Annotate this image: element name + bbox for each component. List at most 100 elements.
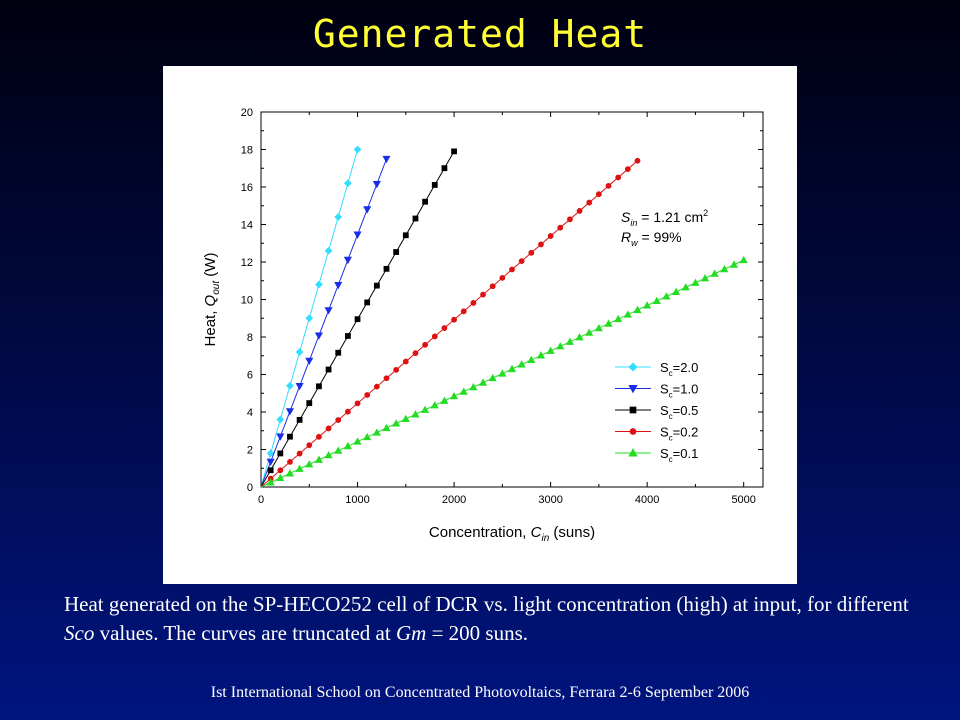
y-tick-label: 20 xyxy=(241,107,253,119)
series-point xyxy=(460,308,467,315)
text-span: Concentration, xyxy=(429,524,531,541)
series-point xyxy=(267,467,274,474)
series-point xyxy=(518,258,525,265)
series-point xyxy=(720,264,729,273)
series-point xyxy=(354,316,361,323)
x-tick-label: 1000 xyxy=(345,494,369,506)
series-point xyxy=(615,174,622,181)
legend-entry-3: Sc=0.2 xyxy=(660,425,698,443)
series-point xyxy=(305,357,314,366)
series-point xyxy=(605,182,612,189)
series-point xyxy=(431,182,438,188)
y-tick-label: 8 xyxy=(247,332,253,344)
series-point xyxy=(565,337,574,345)
series-point xyxy=(546,346,555,354)
series-point xyxy=(305,314,314,323)
text-span: = 1.21 cm xyxy=(637,209,703,225)
series-point xyxy=(594,323,603,332)
caption-part: Gm xyxy=(395,621,427,645)
series-point xyxy=(528,249,535,256)
series-point xyxy=(314,332,323,340)
series-point xyxy=(382,155,391,164)
x-tick-label: 4000 xyxy=(635,494,659,506)
series-point xyxy=(392,419,401,427)
y-tick-label: 0 xyxy=(247,482,253,494)
series-point xyxy=(451,316,457,323)
series-point xyxy=(412,215,419,222)
text-span: S xyxy=(660,425,669,440)
text-span: S xyxy=(660,403,669,418)
series-point xyxy=(316,433,322,440)
series-point xyxy=(441,165,448,172)
series-point xyxy=(575,333,584,341)
series-point xyxy=(729,260,739,268)
series-point xyxy=(287,459,293,465)
series-point xyxy=(325,425,332,432)
series-point xyxy=(344,333,351,339)
series-point xyxy=(634,157,641,164)
series-point xyxy=(701,274,710,282)
series-point xyxy=(295,464,304,472)
series-point xyxy=(643,301,652,309)
text-span: = 99% xyxy=(638,229,682,245)
series-point xyxy=(363,432,372,441)
caption-part: Heat generated on the SP-HECO252 cell of… xyxy=(64,592,909,616)
caption-part: = 200 suns. xyxy=(426,621,529,645)
text-span: in xyxy=(541,533,549,544)
series-point xyxy=(334,282,343,290)
series-point xyxy=(431,333,438,340)
text-span: c xyxy=(669,434,673,443)
x-tick-label: 0 xyxy=(258,494,264,506)
series-point xyxy=(343,256,352,265)
series-point xyxy=(373,383,380,390)
series-point xyxy=(527,355,536,364)
series-point xyxy=(488,373,497,382)
series-point xyxy=(363,206,372,214)
series-point xyxy=(459,387,468,395)
series-point xyxy=(469,382,478,391)
legend-entry-2: Sc=0.5 xyxy=(660,403,698,421)
series-point xyxy=(277,467,284,474)
slide-footer: Ist International School on Concentrated… xyxy=(210,684,750,701)
series-point xyxy=(276,415,285,424)
series-point xyxy=(334,213,343,221)
x-axis-title: Concentration, Cin (suns) xyxy=(429,524,595,544)
series-point xyxy=(315,280,323,289)
caption-part: values. The curves are truncated at xyxy=(94,621,396,645)
series-point xyxy=(412,350,419,357)
series-point xyxy=(509,266,515,273)
series-point xyxy=(306,400,313,406)
series-point xyxy=(480,291,486,298)
y-tick-label: 14 xyxy=(241,220,253,232)
legend-entry-1: Sc=1.0 xyxy=(660,382,698,400)
series-point xyxy=(662,292,671,300)
legend-entry-0: Sc=2.0 xyxy=(660,360,698,378)
text-span: Heat, xyxy=(202,306,219,346)
text-span: R xyxy=(621,229,631,245)
series-point xyxy=(441,325,448,331)
heat-vs-concentration-chart: 0 1000 2000 3000 4000 5000 0 2 4 6 8 10 12 14 16 18 20 Co… xyxy=(202,107,764,544)
text-span: 2 xyxy=(703,208,708,218)
series-point xyxy=(451,148,457,155)
series-point xyxy=(422,341,429,348)
series-point xyxy=(285,469,295,477)
legend-marker xyxy=(628,362,638,372)
series-line-3 xyxy=(260,160,638,488)
series-point xyxy=(517,360,526,368)
legend-marker xyxy=(628,448,638,457)
annotation-line-2: Rw = 99% xyxy=(621,229,682,248)
text-span: Q xyxy=(202,294,219,306)
x-tick-label: 3000 xyxy=(538,494,562,506)
series-point xyxy=(285,408,295,416)
series-point xyxy=(295,348,304,356)
series-point xyxy=(383,375,390,382)
series-point xyxy=(276,473,285,481)
series-point xyxy=(623,310,632,318)
series-point xyxy=(324,246,333,255)
text-span: c xyxy=(669,412,673,421)
series-point xyxy=(353,437,362,445)
series-point xyxy=(286,381,294,390)
series-point xyxy=(536,351,546,359)
series-point xyxy=(691,278,700,286)
series-point xyxy=(576,208,583,214)
